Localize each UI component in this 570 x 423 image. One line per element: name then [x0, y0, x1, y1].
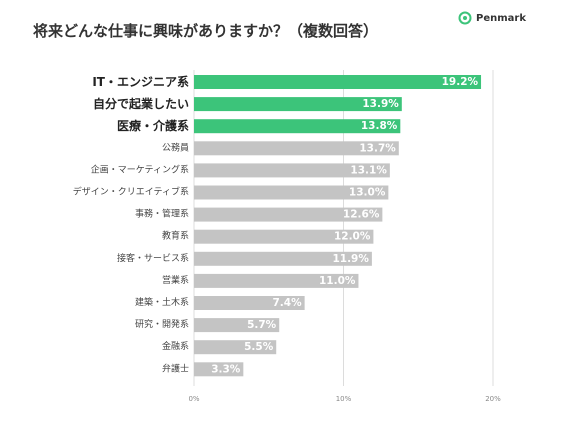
chart-title: 将来どんな仕事に興味がありますか？（複数回答）: [33, 22, 379, 40]
penmark-logo-icon: [458, 11, 472, 25]
bar-3: [194, 141, 399, 156]
bar-0: [194, 75, 482, 89]
bar-9: [194, 273, 359, 288]
bar-7: [194, 229, 374, 244]
category-label-4: 企画・マーケティング系: [91, 163, 189, 175]
value-label-5: 13.0%: [349, 187, 386, 199]
value-label-9: 11.0%: [319, 275, 356, 287]
value-label-12: 5.5%: [244, 341, 274, 353]
value-label-10: 7.4%: [273, 297, 303, 309]
x-tick-label-0: 0%: [188, 395, 199, 403]
brand-logo: Penmark: [458, 11, 526, 25]
category-label-10: 建築・土木系: [135, 296, 189, 308]
chart-gridlines: [193, 70, 494, 386]
value-label-7: 12.0%: [334, 231, 371, 243]
bar-4: [194, 163, 390, 178]
value-label-2: 13.8%: [361, 120, 398, 132]
bar-1: [194, 97, 402, 112]
value-label-0: 19.2%: [442, 76, 479, 88]
category-labels: IT・エンジニア系自分で起業したい医療・介護系公務員企画・マーケティング系デザイ…: [73, 74, 189, 374]
bar-12: [194, 340, 277, 355]
category-label-3: 公務員: [162, 141, 189, 153]
brand-name: Penmark: [476, 12, 526, 24]
value-label-4: 13.1%: [350, 164, 387, 176]
category-label-0: IT・エンジニア系: [92, 74, 189, 89]
bar-5: [194, 185, 389, 200]
x-tick-label-1: 10%: [336, 395, 352, 403]
bar-11: [194, 318, 280, 333]
value-label-8: 11.9%: [332, 253, 369, 265]
value-label-3: 13.7%: [359, 142, 396, 154]
value-label-13: 3.3%: [211, 363, 241, 375]
bar-6: [194, 207, 383, 222]
value-label-6: 12.6%: [343, 209, 380, 221]
value-label-11: 5.7%: [247, 319, 277, 331]
category-label-8: 接客・サービス系: [117, 252, 189, 264]
category-label-6: 事務・管理系: [135, 208, 189, 220]
x-tick-label-2: 20%: [485, 395, 501, 403]
value-label-1: 13.9%: [362, 98, 399, 110]
category-label-11: 研究・開発系: [135, 318, 189, 330]
chart-bars: [194, 75, 482, 377]
bar-8: [194, 251, 372, 266]
bar-2: [194, 119, 401, 134]
bar-10: [194, 296, 305, 310]
category-label-9: 営業系: [162, 274, 189, 286]
category-label-5: デザイン・クリエイティブ系: [73, 186, 189, 198]
bar-13: [194, 362, 244, 377]
category-label-13: 弁護士: [162, 362, 189, 374]
x-axis-ticks: 0% 10% 20%: [188, 395, 501, 403]
category-label-12: 金融系: [162, 340, 189, 352]
category-label-2: 医療・介護系: [117, 118, 189, 133]
value-labels: 19.2% 13.9% 13.8% 13.7% 13.1% 13.0% 12.6% 12.0%…: [211, 76, 478, 375]
category-label-7: 教育系: [162, 230, 189, 242]
category-label-1: 自分で起業したい: [93, 96, 189, 111]
